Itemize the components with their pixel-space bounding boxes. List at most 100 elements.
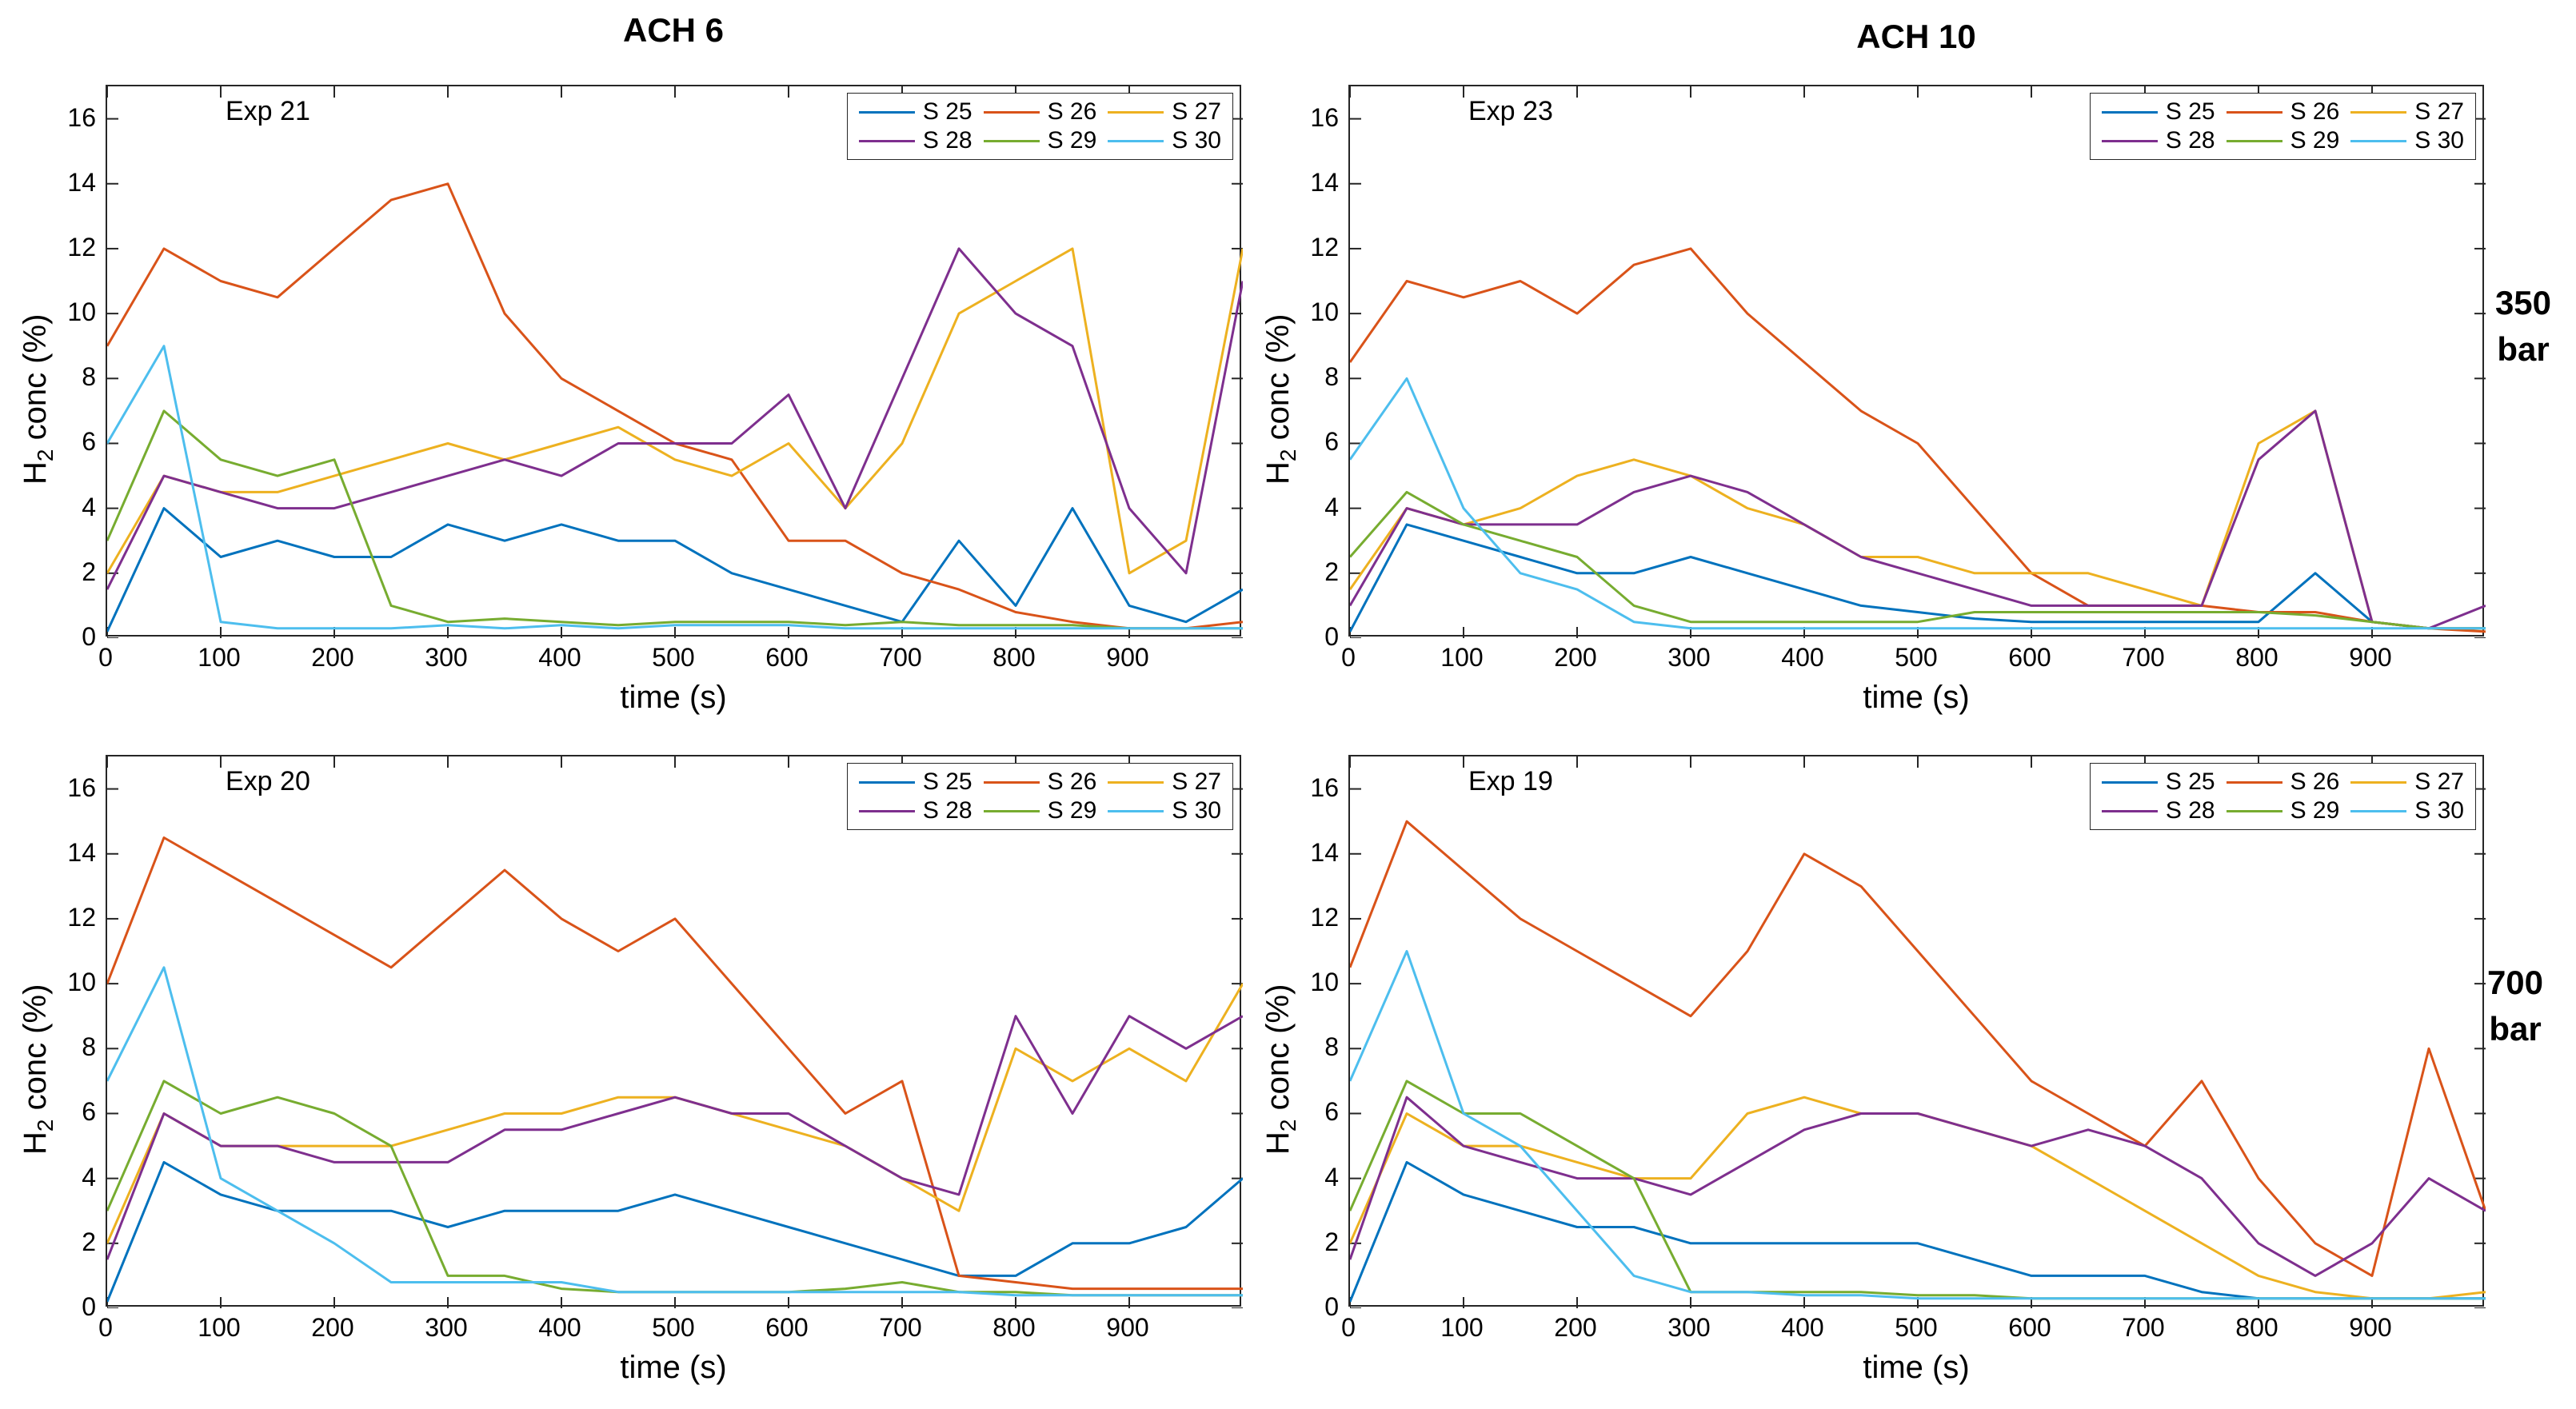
legend-item: S 25 xyxy=(2101,768,2215,796)
y-tick-label: 12 xyxy=(1310,902,1339,932)
legend-item: S 29 xyxy=(2226,797,2340,824)
legend-swatch xyxy=(858,780,915,784)
legend-label: S 29 xyxy=(2290,797,2340,824)
legend-swatch xyxy=(2101,110,2158,114)
x-tick-label: 800 xyxy=(992,1313,1036,1342)
legend-label: S 28 xyxy=(2165,797,2215,824)
y-tick-label: 4 xyxy=(82,1162,96,1191)
series-layer xyxy=(107,86,1243,638)
row-title-350-unit: bar xyxy=(2497,330,2550,368)
legend-item: S 29 xyxy=(983,797,1096,824)
x-tick-label: 700 xyxy=(2122,643,2165,672)
legend-label: S 28 xyxy=(922,797,972,824)
x-tick-label: 900 xyxy=(1106,643,1149,672)
legend-item: S 30 xyxy=(2350,127,2464,154)
legend-swatch xyxy=(1108,139,1164,142)
legend-item: S 25 xyxy=(858,768,972,796)
legend-swatch xyxy=(983,110,1040,114)
x-tick-label: 800 xyxy=(992,643,1036,672)
x-tick-label: 400 xyxy=(538,643,581,672)
legend-label: S 29 xyxy=(2290,127,2340,154)
x-tick-label: 900 xyxy=(2349,643,2392,672)
x-tick-label: 800 xyxy=(2235,1313,2278,1342)
x-tick-label: 400 xyxy=(1781,1313,1824,1342)
legend-swatch xyxy=(858,110,915,114)
legend-swatch xyxy=(1108,110,1164,114)
y-axis-label: H2 conc (%) xyxy=(1260,314,1301,485)
y-axis-label-main: H xyxy=(1260,461,1296,485)
y-axis-label-subscript: 2 xyxy=(33,449,58,462)
series-line-s28 xyxy=(1350,1096,2486,1277)
legend-label: S 26 xyxy=(1047,768,1097,795)
legend-swatch xyxy=(858,139,915,142)
y-tick-label: 0 xyxy=(82,1292,96,1321)
legend-item: S 26 xyxy=(983,98,1097,126)
x-tick-label: 500 xyxy=(652,643,695,672)
row-title-350-value: 350 xyxy=(2494,284,2552,321)
legend-item: S 30 xyxy=(1108,797,1221,824)
y-tick-label: 2 xyxy=(1324,557,1339,586)
legend: S 25 S 26 S 27 S 28 S 29 S 30 xyxy=(2089,93,2476,160)
legend-label: S 26 xyxy=(1047,98,1097,125)
legend-item: S 29 xyxy=(983,127,1096,154)
y-axis-label-subscript: 2 xyxy=(33,1119,58,1132)
series-line-s27 xyxy=(107,247,1243,575)
y-tick-label: 16 xyxy=(1310,772,1339,802)
y-tick-label: 10 xyxy=(67,297,96,327)
legend-swatch xyxy=(858,809,915,812)
legend-label: S 27 xyxy=(1172,98,1221,125)
legend-label: S 26 xyxy=(2290,768,2340,795)
series-line-s25 xyxy=(1350,1160,2486,1303)
x-tick-label: 500 xyxy=(652,1313,695,1342)
series-line-s26 xyxy=(107,836,1243,1291)
legend-item: S 27 xyxy=(1108,98,1221,126)
experiment-label: Exp 23 xyxy=(1468,96,1553,126)
x-tick-label: 600 xyxy=(765,1313,809,1342)
legend: S 25 S 26 S 27 S 28 S 29 S 30 xyxy=(846,763,1233,830)
x-tick-label: 600 xyxy=(765,643,809,672)
legend-label: S 28 xyxy=(2165,127,2215,154)
x-tick-label: 100 xyxy=(198,643,241,672)
x-tick-label: 700 xyxy=(2122,1313,2165,1342)
legend-item: S 29 xyxy=(2226,127,2340,154)
legend-swatch xyxy=(2226,110,2282,114)
legend-item: S 26 xyxy=(2226,98,2340,126)
x-tick-label: 900 xyxy=(2349,1313,2392,1342)
y-tick-label: 12 xyxy=(67,902,96,932)
legend-label: S 26 xyxy=(2290,98,2340,125)
legend-swatch xyxy=(2226,139,2282,142)
y-tick-label: 2 xyxy=(1324,1227,1339,1256)
x-tick-label: 200 xyxy=(1554,1313,1597,1342)
series-line-s28 xyxy=(107,1015,1243,1260)
legend-swatch xyxy=(2226,809,2282,812)
y-tick-label: 10 xyxy=(1310,968,1339,997)
legend-label: S 30 xyxy=(1172,127,1221,154)
row-title-700-unit: bar xyxy=(2489,1010,2542,1048)
x-tick-label: 100 xyxy=(1440,643,1484,672)
column-title-ach6: ACH 6 xyxy=(622,11,725,49)
y-tick-label: 8 xyxy=(82,1032,96,1062)
legend-swatch xyxy=(2350,139,2407,142)
legend-item: S 28 xyxy=(2101,127,2215,154)
legend-label: S 30 xyxy=(2414,797,2464,824)
y-tick-label: 10 xyxy=(67,968,96,997)
x-tick-label: 0 xyxy=(98,1313,113,1342)
legend-item: S 25 xyxy=(858,98,972,126)
y-tick-label: 16 xyxy=(67,102,96,132)
series-line-s29 xyxy=(107,409,1243,630)
x-tick-label: 0 xyxy=(1341,1313,1356,1342)
x-tick-label: 0 xyxy=(1341,643,1356,672)
y-axis-label-rest: conc (%) xyxy=(18,984,53,1120)
legend-label: S 25 xyxy=(2165,768,2215,795)
x-tick-label: 300 xyxy=(1667,1313,1711,1342)
legend-label: S 25 xyxy=(922,768,972,795)
y-tick-label: 0 xyxy=(1324,622,1339,651)
x-axis-label: time (s) xyxy=(1863,680,1970,715)
y-tick-label: 6 xyxy=(1324,1097,1339,1127)
y-tick-label: 14 xyxy=(1310,837,1339,867)
y-tick-label: 16 xyxy=(1310,102,1339,132)
plot-panel-exp19 xyxy=(1348,755,2486,1308)
legend: S 25 S 26 S 27 S 28 S 29 S 30 xyxy=(2089,763,2476,830)
y-tick-label: 10 xyxy=(1310,297,1339,327)
